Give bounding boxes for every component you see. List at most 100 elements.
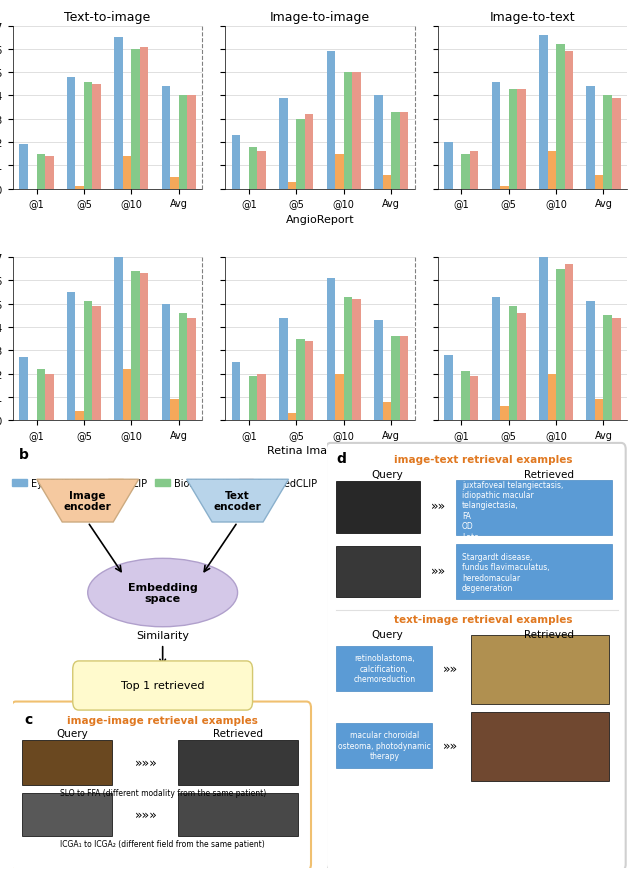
- Bar: [162, 305, 170, 421]
- Bar: [539, 36, 548, 190]
- Bar: [19, 358, 28, 421]
- Bar: [444, 143, 452, 190]
- Text: »»: »»: [443, 662, 458, 675]
- Text: Retrieved: Retrieved: [524, 629, 574, 639]
- Bar: [123, 157, 131, 190]
- Bar: [548, 374, 556, 421]
- FancyBboxPatch shape: [337, 723, 433, 768]
- Text: Query: Query: [372, 470, 403, 479]
- Bar: [461, 372, 470, 421]
- Text: Query: Query: [372, 629, 403, 639]
- Bar: [257, 374, 266, 421]
- Bar: [249, 377, 257, 421]
- Bar: [170, 178, 179, 190]
- FancyBboxPatch shape: [337, 546, 420, 597]
- Bar: [162, 87, 170, 190]
- Text: SLO to FFA (different modality from the same patient): SLO to FFA (different modality from the …: [60, 788, 266, 797]
- Bar: [305, 115, 314, 190]
- Bar: [564, 52, 573, 190]
- Bar: [36, 154, 45, 190]
- Bar: [352, 299, 361, 421]
- Bar: [257, 152, 266, 190]
- Bar: [179, 97, 188, 190]
- Bar: [539, 253, 548, 421]
- Text: Retrieved: Retrieved: [212, 728, 262, 738]
- Bar: [500, 407, 509, 421]
- FancyBboxPatch shape: [22, 794, 112, 836]
- Bar: [470, 152, 478, 190]
- Text: »»: »»: [443, 739, 458, 752]
- Text: ICGA₁ to ICGA₂ (different field from the same patient): ICGA₁ to ICGA₂ (different field from the…: [60, 839, 265, 848]
- Bar: [517, 314, 525, 421]
- Text: d: d: [337, 452, 346, 466]
- Bar: [305, 342, 314, 421]
- FancyBboxPatch shape: [73, 661, 253, 711]
- Bar: [556, 45, 564, 190]
- Bar: [36, 369, 45, 421]
- Title: Image-to-image: Image-to-image: [270, 11, 370, 24]
- Bar: [188, 97, 196, 190]
- Bar: [335, 374, 344, 421]
- Text: »»: »»: [431, 500, 446, 513]
- Bar: [612, 98, 621, 190]
- Bar: [140, 48, 148, 190]
- Text: Top 1 retrieved: Top 1 retrieved: [121, 680, 204, 690]
- Bar: [595, 175, 604, 190]
- Bar: [509, 89, 517, 190]
- Text: »»: »»: [431, 563, 446, 577]
- Bar: [84, 302, 92, 421]
- Bar: [76, 411, 84, 421]
- Text: Embedding
space: Embedding space: [128, 582, 198, 603]
- Bar: [179, 314, 188, 421]
- Text: image-text retrieval examples: image-text retrieval examples: [394, 455, 573, 465]
- Bar: [595, 400, 604, 421]
- Text: c: c: [25, 712, 33, 727]
- FancyBboxPatch shape: [456, 480, 612, 535]
- Text: Retrieved: Retrieved: [524, 470, 574, 479]
- Title: Text-to-image: Text-to-image: [65, 11, 151, 24]
- FancyBboxPatch shape: [471, 712, 609, 781]
- Bar: [500, 187, 509, 190]
- Bar: [391, 337, 399, 421]
- Bar: [326, 52, 335, 190]
- Bar: [344, 74, 352, 190]
- Bar: [604, 316, 612, 421]
- Bar: [131, 50, 140, 190]
- FancyBboxPatch shape: [456, 545, 612, 599]
- X-axis label: AngioReport: AngioReport: [285, 214, 355, 225]
- Text: retinoblastoma,
calcification,
chemoreduction: retinoblastoma, calcification, chemoredu…: [353, 654, 415, 683]
- Text: image-image retrieval examples: image-image retrieval examples: [67, 715, 258, 726]
- FancyBboxPatch shape: [337, 646, 433, 691]
- Bar: [115, 38, 123, 190]
- Bar: [509, 307, 517, 421]
- Bar: [67, 78, 76, 190]
- Bar: [399, 337, 408, 421]
- Bar: [140, 274, 148, 421]
- Bar: [383, 402, 391, 421]
- Bar: [170, 400, 179, 421]
- Bar: [131, 272, 140, 421]
- Bar: [564, 265, 573, 421]
- Text: b: b: [19, 447, 29, 462]
- Bar: [279, 98, 288, 190]
- Text: Query: Query: [57, 728, 88, 738]
- Bar: [45, 157, 54, 190]
- Polygon shape: [187, 479, 289, 523]
- Bar: [470, 377, 478, 421]
- Text: »»»: »»»: [135, 808, 157, 821]
- Bar: [123, 369, 131, 421]
- Bar: [604, 97, 612, 190]
- Bar: [76, 187, 84, 190]
- Text: Stargardt disease,
fundus flavimaculatus,
heredomacular
degeneration: Stargardt disease, fundus flavimaculatus…: [462, 552, 550, 593]
- Bar: [296, 120, 305, 190]
- Bar: [612, 318, 621, 421]
- Bar: [548, 152, 556, 190]
- Bar: [461, 154, 470, 190]
- Bar: [586, 302, 595, 421]
- X-axis label: Retina Image Bank: Retina Image Bank: [267, 446, 373, 456]
- Bar: [444, 355, 452, 421]
- Text: »»»: »»»: [135, 756, 157, 769]
- FancyBboxPatch shape: [337, 482, 420, 533]
- FancyBboxPatch shape: [22, 740, 112, 785]
- Bar: [383, 175, 391, 190]
